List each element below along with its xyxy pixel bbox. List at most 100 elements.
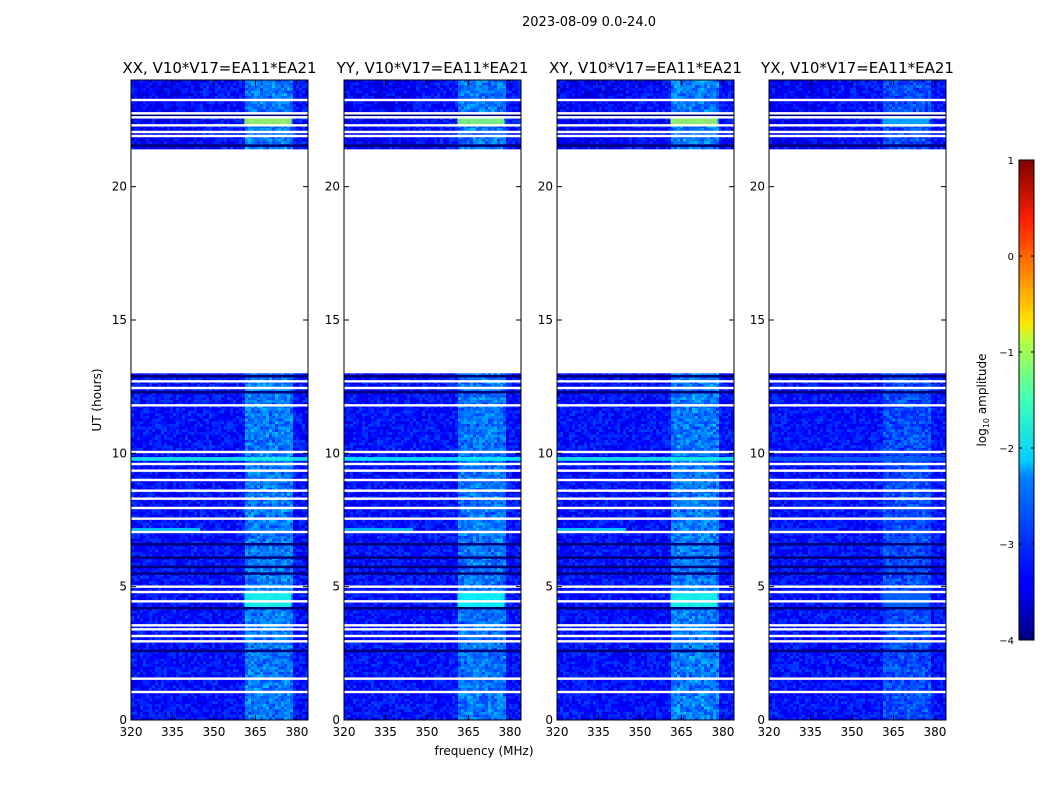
heatmap-cell xyxy=(212,525,216,529)
heatmap-cell xyxy=(194,525,198,529)
heatmap-cell xyxy=(257,381,261,385)
heatmap-cell xyxy=(170,96,174,100)
heatmap-cell xyxy=(260,389,264,393)
heatmap-cell xyxy=(206,109,210,113)
heatmap-cell xyxy=(182,482,186,486)
heatmap-cell xyxy=(269,104,273,108)
heatmap-cell xyxy=(269,408,273,412)
heatmap-cell xyxy=(248,82,252,86)
heatmap-cell xyxy=(197,466,201,470)
heatmap-cell xyxy=(245,498,249,502)
heatmap-cell xyxy=(287,437,291,441)
heatmap-cell xyxy=(191,120,195,124)
heatmap-cell xyxy=(179,453,183,457)
heatmap-cell xyxy=(227,485,231,489)
heatmap-cell xyxy=(137,373,141,377)
heatmap-cell xyxy=(284,104,288,108)
heatmap-cell xyxy=(143,522,147,526)
heatmap-cell xyxy=(275,448,279,452)
heatmap-cell xyxy=(206,138,210,142)
heatmap-cell xyxy=(137,96,141,100)
heatmap-cell xyxy=(131,448,135,452)
heatmap-cell xyxy=(254,138,258,142)
heatmap-cell xyxy=(173,381,177,385)
heatmap-cell xyxy=(191,384,195,388)
heatmap-cell xyxy=(269,93,273,97)
heatmap-cell xyxy=(146,434,150,438)
heatmap-cell xyxy=(215,445,219,449)
heatmap-cell xyxy=(227,426,231,430)
heatmap-cell xyxy=(254,125,258,129)
heatmap-cell xyxy=(146,485,150,489)
heatmap-cell xyxy=(203,474,207,478)
heatmap-cell xyxy=(227,389,231,393)
heatmap-cell xyxy=(230,109,234,113)
heatmap-cell xyxy=(209,381,213,385)
heatmap-cell xyxy=(146,80,150,84)
heatmap-cell xyxy=(299,138,303,142)
heatmap-cell xyxy=(236,392,240,396)
heatmap-cell xyxy=(293,90,297,94)
heatmap-cell xyxy=(239,429,243,433)
heatmap-cell xyxy=(269,410,273,414)
heatmap-cell xyxy=(170,405,174,409)
heatmap-cell xyxy=(173,416,177,420)
heatmap-cell xyxy=(164,373,168,377)
heatmap-cell xyxy=(299,448,303,452)
heatmap-cell xyxy=(203,528,207,532)
heatmap-cell xyxy=(245,504,249,508)
heatmap-cell xyxy=(191,136,195,140)
heatmap-cell xyxy=(176,464,180,468)
heatmap-cell xyxy=(206,485,210,489)
heatmap-cell xyxy=(227,501,231,505)
heatmap-cell xyxy=(263,424,267,428)
heatmap-cell xyxy=(206,421,210,425)
heatmap-cell xyxy=(227,453,231,457)
heatmap-cell xyxy=(281,80,285,84)
heatmap-cell xyxy=(191,80,195,84)
heatmap-cell xyxy=(260,93,264,97)
heatmap-cell xyxy=(305,448,308,452)
heatmap-cell xyxy=(263,410,267,414)
heatmap-cell xyxy=(221,482,225,486)
heatmap-cell xyxy=(149,464,153,468)
heatmap-cell xyxy=(173,504,177,508)
heatmap-cell xyxy=(176,448,180,452)
heatmap-cell xyxy=(134,138,138,142)
heatmap-cell xyxy=(134,480,138,484)
heatmap-cell xyxy=(164,104,168,108)
heatmap-cell xyxy=(218,117,222,121)
heatmap-cell xyxy=(203,442,207,446)
heatmap-cell xyxy=(227,400,231,404)
heatmap-cell xyxy=(170,381,174,385)
heatmap-cell xyxy=(236,493,240,497)
heatmap-cell xyxy=(296,146,300,150)
heatmap-cell xyxy=(296,509,300,513)
heatmap-cell xyxy=(158,384,162,388)
heatmap-cell xyxy=(161,480,165,484)
heatmap-cell xyxy=(269,504,273,508)
heatmap-cell xyxy=(248,384,252,388)
heatmap-cell xyxy=(278,146,282,150)
heatmap-cell xyxy=(149,410,153,414)
heatmap-cell xyxy=(146,504,150,508)
heatmap-cell xyxy=(242,82,246,86)
heatmap-cell xyxy=(254,136,258,140)
heatmap-cell xyxy=(218,106,222,110)
heatmap-cell xyxy=(182,453,186,457)
heatmap-cell xyxy=(278,525,282,529)
heatmap-cell xyxy=(242,424,246,428)
heatmap-cell xyxy=(278,109,282,113)
heatmap-cell xyxy=(218,464,222,468)
heatmap-cell xyxy=(158,421,162,425)
heatmap-cell xyxy=(143,429,147,433)
heatmap-cell xyxy=(278,472,282,476)
heatmap-cell xyxy=(269,490,273,494)
heatmap-cell xyxy=(176,501,180,505)
heatmap-cell xyxy=(272,432,276,436)
heatmap-cell xyxy=(242,96,246,100)
heatmap-cell xyxy=(272,106,276,110)
heatmap-cell xyxy=(164,96,168,100)
heatmap-cell xyxy=(302,464,306,468)
